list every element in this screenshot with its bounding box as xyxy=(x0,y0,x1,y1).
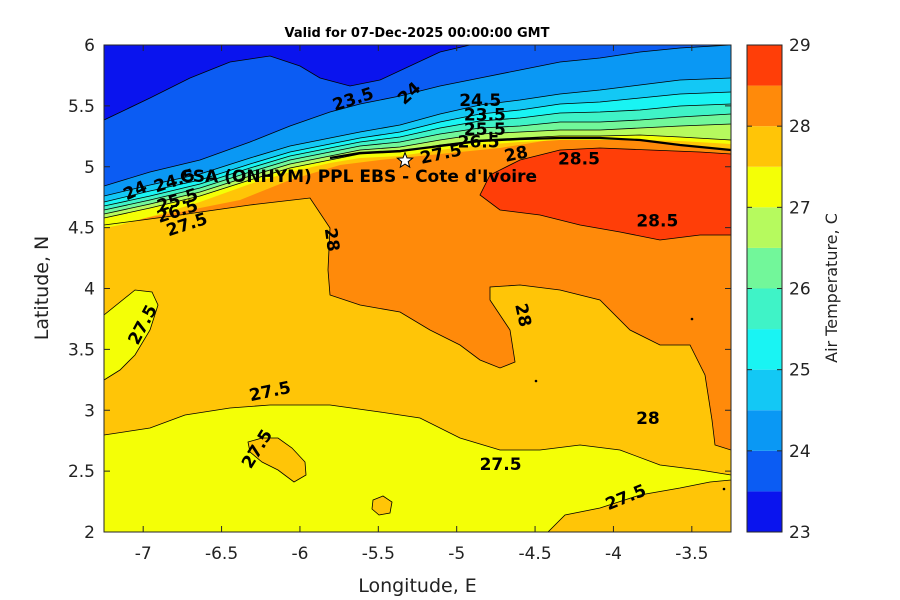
band-26-to-26-5 xyxy=(104,114,731,214)
contour-line-27-5-west xyxy=(104,289,159,381)
contour-label-5: 26.5 xyxy=(458,132,500,152)
colorbar: 23 24 25 26 27 28 29 xyxy=(746,36,811,543)
x-axis: -7 -6.5 -6 -5.5 -5 -4.5 -4 -3.5 xyxy=(135,45,708,564)
y-tick-label-0: 2 xyxy=(84,523,95,543)
colorbar-segment-10 xyxy=(747,85,782,127)
contour-label-21: 27.5 xyxy=(480,455,522,475)
contour-line-28-5 xyxy=(479,147,731,241)
x-tick-label-6: -4 xyxy=(605,544,622,564)
contour-label-4: 25.5 xyxy=(464,120,506,140)
y-tick-label-8: 6 xyxy=(84,36,95,56)
colorbar-tick-label-1: 24 xyxy=(789,442,811,462)
contour-line-28 xyxy=(104,197,731,451)
island-27-5-to-28-c xyxy=(548,480,731,532)
contour-line-24 xyxy=(104,45,731,187)
band-27-to-27-5-west xyxy=(104,290,158,380)
contour-label-8: 28.5 xyxy=(558,149,600,169)
colorbar-segment-6 xyxy=(747,247,782,289)
band-24-to-24-5 xyxy=(104,45,731,196)
contour-label-15: 28.5 xyxy=(636,212,678,232)
contour-line-26-5 xyxy=(104,123,731,215)
band-23-to-23-5 xyxy=(104,45,470,120)
site-name-label: CSA (ONHYM) PPL EBS - Cote d'Ivoire xyxy=(180,167,537,187)
y-tick-label-2: 3 xyxy=(84,401,95,421)
contour-label-2: 24.5 xyxy=(459,91,501,111)
colorbar-segment-11 xyxy=(747,45,782,86)
band-27-to-27-5-south xyxy=(104,405,731,532)
contour-label-19: 28 xyxy=(636,409,660,429)
y-tick-label-1: 2.5 xyxy=(68,462,95,482)
y-tick-label-4: 4 xyxy=(84,280,95,300)
contour-line-24-5 xyxy=(104,77,731,197)
band-26-5-to-27 xyxy=(104,124,731,218)
contour-line-27-5-south xyxy=(104,404,731,476)
contour-line-27-5-island-b xyxy=(371,495,393,516)
y-tick-label-5: 4.5 xyxy=(68,219,95,239)
colorbar-segment-5 xyxy=(747,288,782,330)
island-27-5-to-28-a xyxy=(248,438,306,482)
small-contour-dots xyxy=(534,317,726,491)
colorbar-segment-2 xyxy=(747,410,782,451)
x-tick-label-3: -5.5 xyxy=(362,544,395,564)
y-tick-label-7: 5.5 xyxy=(68,97,95,117)
colorbar-segment-1 xyxy=(747,450,782,492)
band-24-5-to-25 xyxy=(104,78,731,202)
contour-line-27-5-island-a xyxy=(247,437,307,483)
colorbar-segment-9 xyxy=(747,126,782,167)
colorbar-tick-label-3: 26 xyxy=(789,280,811,300)
contour-line-25 xyxy=(104,91,731,203)
colorbar-segment-4 xyxy=(747,329,782,370)
band-25-5-to-26 xyxy=(104,104,731,210)
contour-label-14: 28 xyxy=(320,227,343,253)
band-25-to-25-5 xyxy=(104,92,731,206)
site-star-marker xyxy=(396,151,414,169)
y-axis-label: Latitude, N xyxy=(31,236,53,341)
colorbar-tick-label-4: 27 xyxy=(789,198,811,218)
contour-label-3: 23.5 xyxy=(464,106,506,126)
y-tick-label-3: 3.5 xyxy=(68,340,95,360)
x-tick-label-5: -4.5 xyxy=(518,544,551,564)
x-tick-label-0: -7 xyxy=(135,544,152,564)
contour-label-17: 28 xyxy=(510,302,534,329)
colorbar-segment-8 xyxy=(747,166,782,208)
contour-dot-b xyxy=(534,379,538,383)
contour-label-7: 28 xyxy=(503,142,530,166)
x-axis-label: Longitude, E xyxy=(358,575,477,597)
colorbar-tick-label-2: 25 xyxy=(789,361,811,381)
contour-plot-area: 23.5 24 24.523.525.526.527.5 28 28.524 24.525… xyxy=(104,45,731,532)
colorbar-tick-label-6: 29 xyxy=(789,36,811,56)
chart-title: Valid for 07-Dec-2025 00:00:00 GMT xyxy=(285,26,550,41)
coastline-thick xyxy=(329,136,731,160)
island-27-5-to-28-b xyxy=(372,496,392,515)
colorbar-segment-0 xyxy=(747,491,782,532)
x-tick-label-1: -6.5 xyxy=(205,544,238,564)
band-28-5-to-29 xyxy=(480,148,731,240)
colorbar-label: Air Temperature, C xyxy=(822,213,841,363)
x-tick-label-4: -5 xyxy=(448,544,465,564)
contour-line-27-5-southeast xyxy=(547,479,731,532)
y-axis: 2 2.5 3 3.5 4 4.5 5 5.5 6 xyxy=(68,36,731,543)
contour-dot-a xyxy=(690,317,694,321)
contour-line-23-5 xyxy=(104,45,471,121)
x-tick-label-2: -6 xyxy=(291,544,308,564)
colorbar-tick-label-0: 23 xyxy=(789,523,811,543)
x-tick-label-7: -3.5 xyxy=(675,544,708,564)
contour-lines xyxy=(104,45,731,532)
contour-line-26 xyxy=(104,113,731,211)
contour-dot-c xyxy=(722,487,726,491)
site-marker-layer: CSA (ONHYM) PPL EBS - Cote d'Ivoire xyxy=(180,151,537,187)
band-23-5-to-24 xyxy=(104,45,731,186)
contour-line-25-5 xyxy=(104,103,731,207)
colorbar-tick-label-5: 28 xyxy=(789,117,811,137)
colorbar-segment-3 xyxy=(747,369,782,411)
colorbar-segment-7 xyxy=(747,207,782,248)
y-tick-label-6: 5 xyxy=(84,158,95,178)
